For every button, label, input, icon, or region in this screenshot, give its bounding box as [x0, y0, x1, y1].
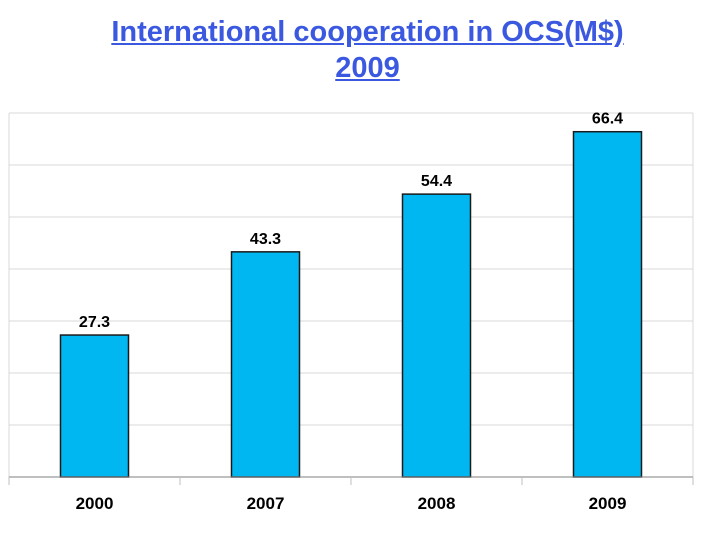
value-label-2007: 43.3	[250, 231, 281, 248]
x-axis: 2000 2007 2008 2009	[8, 476, 694, 513]
chart-title-line1: International cooperation in OCS(M$)	[111, 16, 624, 48]
chart-title: International cooperation in OCS(M$) 200…	[0, 14, 720, 86]
bar-2008	[401, 193, 472, 478]
value-label-2008: 54.4	[421, 173, 452, 190]
bars	[59, 130, 643, 478]
chart-title-line2: 2009	[335, 52, 400, 84]
value-labels: 27.3 43.3 54.4 66.4	[79, 111, 623, 331]
x-tick-label-2008: 2008	[418, 494, 456, 513]
x-tick-label-2009: 2009	[589, 494, 627, 513]
bar-2009	[572, 130, 643, 478]
bar-2007	[230, 251, 301, 478]
value-label-2009: 66.4	[592, 111, 623, 128]
x-tick-label-2000: 2000	[76, 494, 114, 513]
bar-2000	[59, 334, 130, 478]
value-label-2000: 27.3	[79, 314, 110, 331]
x-tick-label-2007: 2007	[247, 494, 285, 513]
